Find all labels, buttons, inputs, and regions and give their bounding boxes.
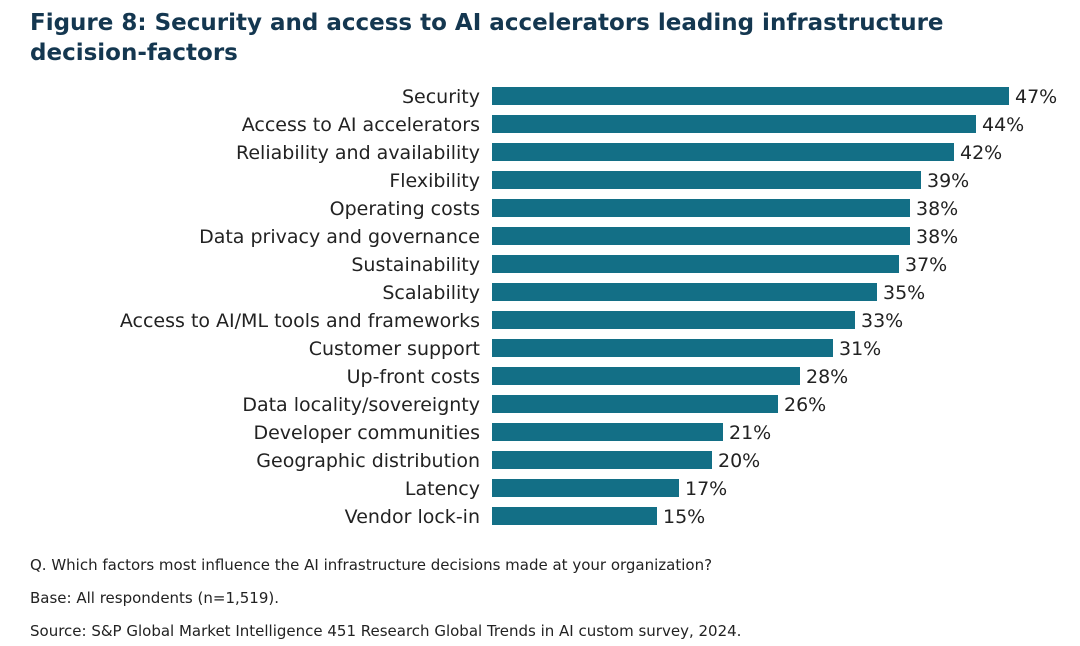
category-label-security: Security: [402, 86, 480, 108]
category-label-geographic-distribution: Geographic distribution: [256, 450, 480, 472]
category-label-latency: Latency: [405, 478, 480, 500]
bar-flexibility: [492, 171, 921, 189]
bar-security: [492, 87, 1009, 105]
bar-data-privacy-and-governance: [492, 227, 910, 245]
bar-data-locality-sovereignty: [492, 395, 778, 413]
bar-operating-costs: [492, 199, 910, 217]
category-label-vendor-lock-in: Vendor lock-in: [345, 506, 480, 528]
category-label-sustainability: Sustainability: [351, 254, 480, 276]
category-label-reliability-and-availability: Reliability and availability: [236, 142, 480, 164]
bar-customer-support: [492, 339, 833, 357]
bar-up-front-costs: [492, 367, 800, 385]
category-label-scalability: Scalability: [382, 282, 480, 304]
category-label-data-locality-sovereignty: Data locality/sovereignty: [242, 394, 480, 416]
bar-chart: Security 47% Access to AI accelerators 44% R…: [120, 86, 1057, 528]
value-label-vendor-lock-in: 15%: [663, 506, 705, 528]
category-label-operating-costs: Operating costs: [330, 198, 480, 220]
bar-developer-communities: [492, 423, 723, 441]
value-label-customer-support: 31%: [839, 338, 881, 360]
chart-title: Figure 8: Security and access to AI acce…: [30, 10, 944, 66]
category-label-customer-support: Customer support: [309, 338, 480, 360]
bar-geographic-distribution: [492, 451, 712, 469]
bar-access-to-ai-ml-tools-and-frameworks: [492, 311, 855, 329]
value-label-data-privacy-and-governance: 38%: [916, 226, 958, 248]
value-label-sustainability: 37%: [905, 254, 947, 276]
value-label-access-to-ai-accelerators: 44%: [982, 114, 1024, 136]
bar-latency: [492, 479, 679, 497]
value-label-reliability-and-availability: 42%: [960, 142, 1002, 164]
value-label-access-to-ai-ml-tools-and-frameworks: 33%: [861, 310, 903, 332]
value-label-up-front-costs: 28%: [806, 366, 848, 388]
bar-sustainability: [492, 255, 899, 273]
category-label-flexibility: Flexibility: [389, 170, 480, 192]
category-label-developer-communities: Developer communities: [253, 422, 480, 444]
category-label-access-to-ai-accelerators: Access to AI accelerators: [242, 114, 480, 136]
value-label-flexibility: 39%: [927, 170, 969, 192]
bar-vendor-lock-in: [492, 507, 657, 525]
base-note: Base: All respondents (n=1,519).: [30, 589, 280, 607]
value-label-geographic-distribution: 20%: [718, 450, 760, 472]
bar-access-to-ai-accelerators: [492, 115, 976, 133]
value-label-operating-costs: 38%: [916, 198, 958, 220]
value-label-scalability: 35%: [883, 282, 925, 304]
category-label-data-privacy-and-governance: Data privacy and governance: [199, 226, 480, 248]
source-note: Source: S&P Global Market Intelligence 4…: [30, 622, 742, 640]
survey-question-note: Q. Which factors most influence the AI i…: [30, 556, 713, 574]
bar-reliability-and-availability: [492, 143, 954, 161]
value-label-latency: 17%: [685, 478, 727, 500]
category-label-access-to-ai-ml-tools-and-frameworks: Access to AI/ML tools and frameworks: [120, 310, 480, 332]
category-label-up-front-costs: Up-front costs: [347, 366, 480, 388]
value-label-security: 47%: [1015, 86, 1057, 108]
value-label-developer-communities: 21%: [729, 422, 771, 444]
value-label-data-locality-sovereignty: 26%: [784, 394, 826, 416]
bar-scalability: [492, 283, 877, 301]
